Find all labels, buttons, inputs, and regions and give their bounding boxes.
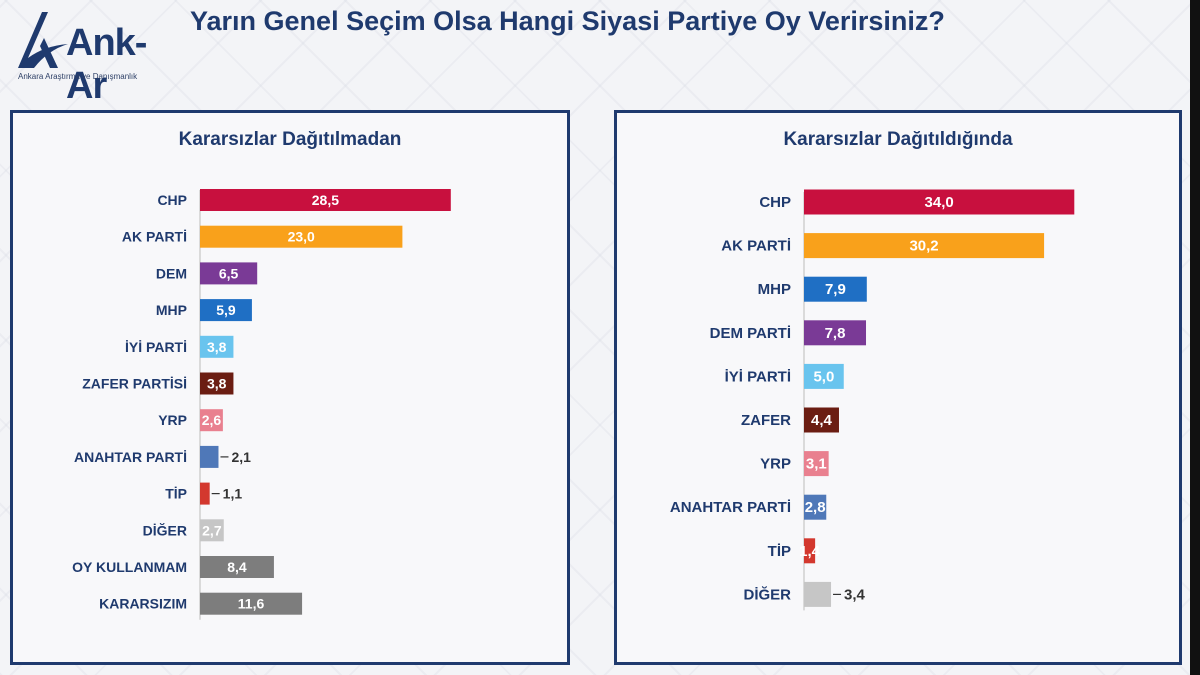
value-label-yrp: 2,6 xyxy=(202,412,222,428)
category-label-chp: CHP xyxy=(157,192,187,208)
category-label-yrp: YRP xyxy=(158,412,187,428)
category-label-oy-kullanmam: OY KULLANMAM xyxy=(72,559,187,575)
screen-edge xyxy=(1190,0,1200,675)
chart-title: Kararsızlar Dağıtılmadan xyxy=(178,129,402,150)
category-label-di-ger: DİĞER xyxy=(743,585,791,603)
category-label-zafer: ZAFER xyxy=(741,412,791,429)
value-label-mhp: 7,9 xyxy=(825,281,846,298)
value-label-yrp: 3,1 xyxy=(806,456,827,473)
category-label-di-ger: DİĞER xyxy=(143,521,187,538)
value-label-dem: 6,5 xyxy=(219,265,239,281)
value-label-dem-parti: 7,8 xyxy=(825,325,846,342)
brand-subtitle: Ankara Araştırma ve Danışmanlık xyxy=(18,72,138,81)
value-label-zafer: 4,4 xyxy=(811,412,833,429)
bar-kararsizim xyxy=(200,592,303,615)
bar-mhp xyxy=(804,276,867,302)
category-label-i-yi-parti: İYİ PARTİ xyxy=(125,339,187,355)
bar-i-yi-parti xyxy=(804,363,844,389)
category-label-mhp: MHP xyxy=(758,281,791,298)
bar-chp xyxy=(804,189,1075,215)
category-label-i-yi-parti: İYİ PARTİ xyxy=(725,368,791,385)
value-label-kararsizim: 11,6 xyxy=(238,596,265,612)
bar-ak-parti xyxy=(200,225,403,248)
category-label-ak-parti: AK PARTİ xyxy=(122,229,187,245)
bar-chart-distributed: CHP 34,0 AK PARTİ 30,2 MHP 7,9 DEM PARTİ 7,8 İYİ… xyxy=(670,189,1075,611)
value-label-zafer-parti-si: 3,8 xyxy=(207,376,227,392)
category-label-ti-p: TİP xyxy=(165,486,187,502)
category-label-zafer-parti-si: ZAFER PARTİSİ xyxy=(82,376,187,392)
value-label-ak-parti: 30,2 xyxy=(909,238,938,255)
bar-ti-p xyxy=(804,538,816,564)
category-label-chp: CHP xyxy=(759,194,791,211)
brand-name: Ank-Ar xyxy=(66,22,147,107)
category-label-dem-parti: DEM PARTİ xyxy=(710,325,791,342)
category-label-dem: DEM xyxy=(156,265,187,281)
value-label-i-yi-parti: 3,8 xyxy=(207,339,227,355)
bar-chart-undistributed: CHP 28,5 AK PARTİ 23,0 DEM 6,5 MHP 5,9 İYİ PARTİ… xyxy=(72,189,451,620)
chart-panel-undecided-not-distributed: Kararsızlar Dağıtılmadan CHP 28,5 AK PARTİ… xyxy=(10,110,570,665)
chart-panel-undecided-distributed: Kararsızlar Dağıtıldığında CHP 34,0 AK PAR… xyxy=(614,110,1182,665)
category-label-mhp: MHP xyxy=(156,302,187,318)
value-label-di-ger: 3,4 xyxy=(844,586,866,603)
page-title: Yarın Genel Seçim Olsa Hangi Siyasi Part… xyxy=(190,6,945,36)
bar-ak-parti xyxy=(804,233,1045,259)
bar-zafer xyxy=(804,407,839,433)
value-label-anahtar-parti: 2,8 xyxy=(805,499,826,516)
bar-di-ger xyxy=(200,519,224,542)
bar-zafer-parti-si xyxy=(200,372,234,395)
bar-di-ger xyxy=(804,581,832,607)
value-label-ti-p: 1,4 xyxy=(799,543,821,560)
value-label-ak-parti: 23,0 xyxy=(288,229,315,245)
logo-a-icon xyxy=(18,12,68,68)
bar-anahtar-parti xyxy=(804,494,827,520)
category-label-yrp: YRP xyxy=(760,456,791,473)
bar-ti-p xyxy=(200,482,210,505)
category-label-ti-p: TİP xyxy=(768,543,791,560)
value-label-i-yi-parti: 5,0 xyxy=(813,368,834,385)
bar-dem-parti xyxy=(804,320,867,346)
category-label-kararsizim: KARARSIZIM xyxy=(99,596,187,612)
bar-yrp xyxy=(804,451,829,477)
value-label-chp: 34,0 xyxy=(925,194,954,211)
category-label-anahtar-parti: ANAHTAR PARTİ xyxy=(74,449,187,465)
bar-oy-kullanmam xyxy=(200,556,274,578)
brand-logo: Ank-Ar Ankara Araştırma ve Danışmanlık xyxy=(14,8,184,107)
category-label-ak-parti: AK PARTİ xyxy=(721,238,791,255)
value-label-chp: 28,5 xyxy=(312,192,339,208)
chart-title: Kararsızlar Dağıtıldığında xyxy=(783,129,1013,150)
bar-dem xyxy=(200,262,258,285)
bar-i-yi-parti xyxy=(200,335,234,358)
bar-anahtar-parti xyxy=(200,445,219,468)
bar-yrp xyxy=(200,409,223,432)
value-label-anahtar-parti: 2,1 xyxy=(231,449,251,465)
value-label-ti-p: 1,1 xyxy=(223,486,243,502)
category-label-anahtar-parti: ANAHTAR PARTİ xyxy=(670,499,791,516)
bar-mhp xyxy=(200,299,252,322)
value-label-mhp: 5,9 xyxy=(216,302,236,318)
value-label-di-ger: 2,7 xyxy=(202,522,222,538)
bar-chp xyxy=(200,189,451,211)
value-label-oy-kullanmam: 8,4 xyxy=(227,559,247,575)
